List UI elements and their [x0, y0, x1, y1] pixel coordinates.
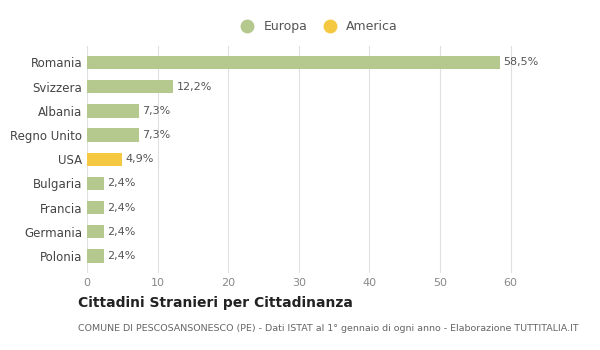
Bar	[87, 153, 122, 166]
Bar	[87, 56, 500, 69]
Legend: Europa, America: Europa, America	[235, 20, 398, 33]
Bar	[87, 225, 104, 238]
Bar	[87, 177, 104, 190]
Text: 2,4%: 2,4%	[107, 251, 136, 261]
Text: 7,3%: 7,3%	[142, 106, 170, 116]
Bar	[87, 80, 173, 93]
Text: COMUNE DI PESCOSANSONESCO (PE) - Dati ISTAT al 1° gennaio di ogni anno - Elabora: COMUNE DI PESCOSANSONESCO (PE) - Dati IS…	[78, 324, 578, 333]
Text: 58,5%: 58,5%	[503, 57, 539, 68]
Text: 4,9%: 4,9%	[125, 154, 154, 164]
Bar	[87, 104, 139, 118]
Text: 7,3%: 7,3%	[142, 130, 170, 140]
Text: 2,4%: 2,4%	[107, 227, 136, 237]
Text: 12,2%: 12,2%	[176, 82, 212, 92]
Text: 2,4%: 2,4%	[107, 203, 136, 213]
Bar	[87, 201, 104, 214]
Bar	[87, 128, 139, 142]
Bar	[87, 249, 104, 262]
Text: 2,4%: 2,4%	[107, 178, 136, 188]
Text: Cittadini Stranieri per Cittadinanza: Cittadini Stranieri per Cittadinanza	[78, 296, 353, 310]
